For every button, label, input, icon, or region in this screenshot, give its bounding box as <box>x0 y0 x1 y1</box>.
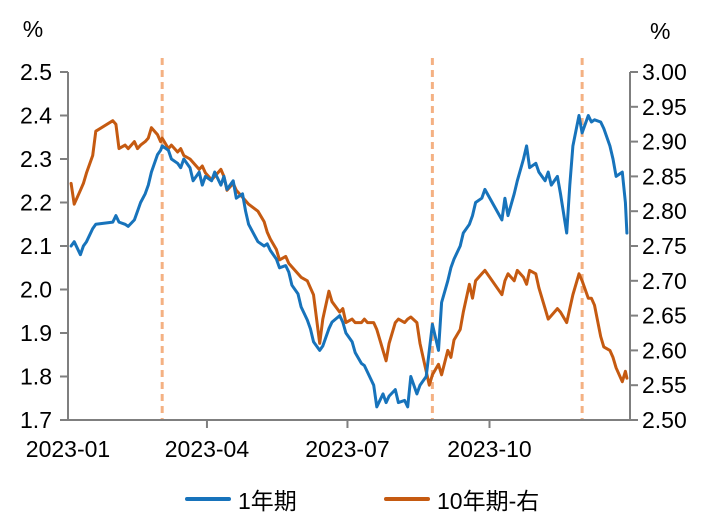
right-axis-unit-label: % <box>650 18 671 44</box>
right-tick-label-2.90: 2.90 <box>642 129 687 155</box>
right-tick-label-3.00: 3.00 <box>642 59 687 85</box>
left-tick-label-2.2: 2.2 <box>20 190 52 216</box>
left-tick-label-2.3: 2.3 <box>20 146 52 172</box>
left-tick-label-1.8: 1.8 <box>20 364 52 390</box>
x-tick-label-2023-07: 2023-07 <box>305 436 389 462</box>
left-tick-label-2.4: 2.4 <box>20 103 52 129</box>
legend-line-swatch-1y <box>185 497 231 501</box>
right-tick-label-2.65: 2.65 <box>642 303 687 329</box>
series-line-10年期-右 <box>69 119 629 387</box>
legend-label-10y: 10年期-右 <box>437 488 540 514</box>
legend-label-1y: 1年期 <box>238 488 297 514</box>
series-line-1年期 <box>69 114 629 409</box>
right-tick-label-2.75: 2.75 <box>642 233 687 259</box>
left-tick-label-2.1: 2.1 <box>20 233 52 259</box>
right-tick-label-2.60: 2.60 <box>642 337 687 363</box>
x-tick-label-2023-01: 2023-01 <box>26 436 110 462</box>
legend-line-swatch-10y <box>384 497 430 501</box>
left-tick-label-2.0: 2.0 <box>20 277 52 303</box>
right-tick-label-2.85: 2.85 <box>642 163 687 189</box>
left-axis-unit-label: % <box>22 16 44 42</box>
legend: 1年期 10年期-右 <box>0 484 705 518</box>
legend-item-1y: 1年期 <box>185 484 297 514</box>
x-tick-label-2023-10: 2023-10 <box>447 436 531 462</box>
right-tick-label-2.55: 2.55 <box>642 372 687 398</box>
left-tick-label-1.9: 1.9 <box>20 320 52 346</box>
x-tick-label-2023-04: 2023-04 <box>165 436 250 462</box>
legend-item-10y: 10年期-右 <box>384 484 539 514</box>
right-tick-label-2.50: 2.50 <box>642 407 687 433</box>
left-tick-label-1.7: 1.7 <box>20 407 52 433</box>
left-tick-label-2.5: 2.5 <box>20 59 52 85</box>
right-tick-label-2.70: 2.70 <box>642 268 687 294</box>
right-tick-label-2.95: 2.95 <box>642 94 687 120</box>
right-tick-label-2.80: 2.80 <box>642 198 687 224</box>
